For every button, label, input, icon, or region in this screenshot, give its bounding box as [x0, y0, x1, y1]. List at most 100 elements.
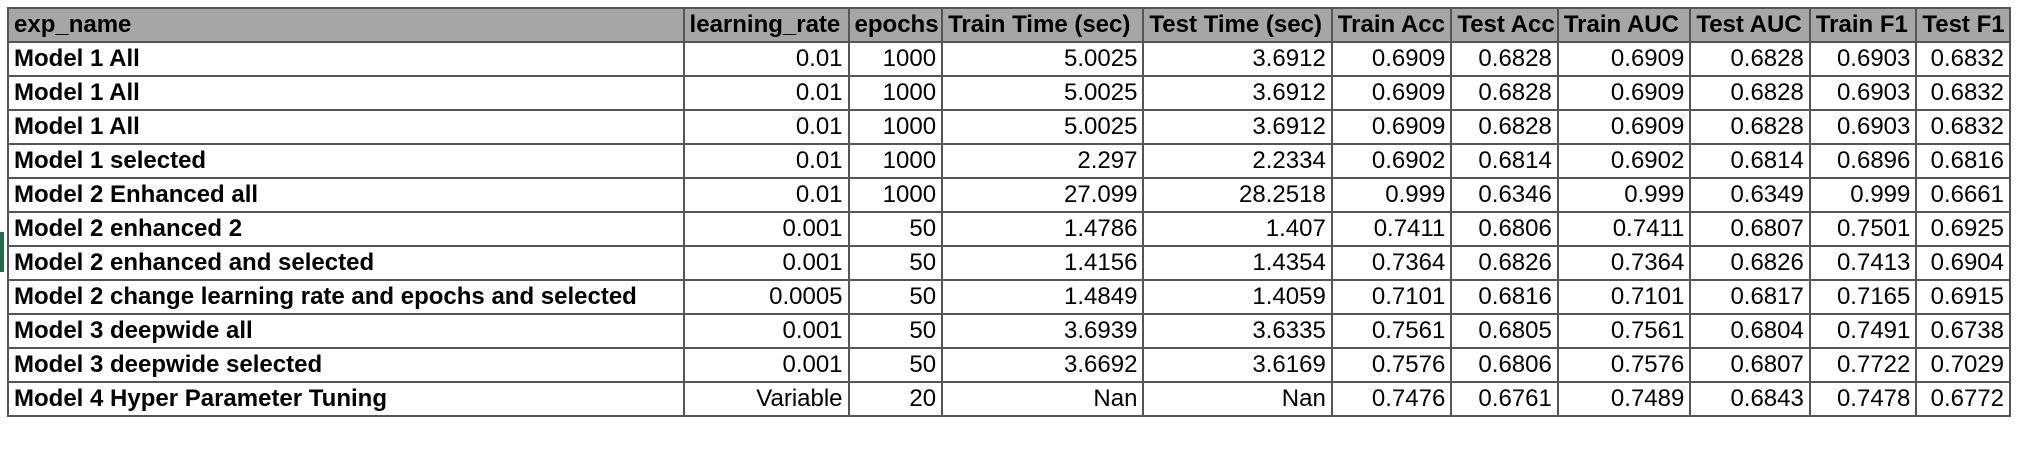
cell-train-auc[interactable]: 0.6909 [1556, 75, 1692, 111]
cell-train-f1[interactable]: 0.7501 [1808, 211, 1918, 247]
cell-test-auc[interactable]: 0.6814 [1689, 143, 1811, 179]
cell-train-f1[interactable]: 0.7165 [1808, 279, 1918, 315]
column-header-train-time[interactable]: Train Time (sec) [941, 7, 1145, 43]
cell-learning-rate[interactable]: 0.001 [682, 313, 850, 349]
cell-test-time[interactable]: Nan [1142, 381, 1333, 417]
cell-test-time[interactable]: 1.4059 [1142, 279, 1333, 315]
cell-train-acc[interactable]: 0.999 [1330, 177, 1453, 213]
cell-test-f1[interactable]: 0.6832 [1915, 41, 2011, 77]
cell-train-auc[interactable]: 0.7411 [1556, 211, 1692, 247]
cell-exp-name[interactable]: Model 1 All [7, 109, 685, 145]
cell-test-auc[interactable]: 0.6349 [1689, 177, 1811, 213]
cell-train-acc[interactable]: 0.6902 [1330, 143, 1453, 179]
column-header-train-acc[interactable]: Train Acc [1330, 7, 1453, 43]
cell-train-auc[interactable]: 0.999 [1556, 177, 1692, 213]
cell-train-time[interactable]: 1.4786 [941, 211, 1145, 247]
cell-exp-name[interactable]: Model 2 enhanced and selected [7, 245, 685, 281]
cell-train-time[interactable]: Nan [941, 381, 1145, 417]
cell-train-f1[interactable]: 0.7478 [1808, 381, 1918, 417]
cell-train-time[interactable]: 3.6939 [941, 313, 1145, 349]
cell-test-auc[interactable]: 0.6828 [1689, 41, 1811, 77]
cell-test-f1[interactable]: 0.6915 [1915, 279, 2011, 315]
cell-learning-rate[interactable]: 0.01 [682, 143, 850, 179]
cell-test-f1[interactable]: 0.6904 [1915, 245, 2011, 281]
cell-train-f1[interactable]: 0.6903 [1808, 75, 1918, 111]
cell-train-acc[interactable]: 0.7576 [1330, 347, 1453, 383]
cell-learning-rate[interactable]: 0.001 [682, 245, 850, 281]
cell-test-time[interactable]: 2.2334 [1142, 143, 1333, 179]
cell-train-auc[interactable]: 0.7561 [1556, 313, 1692, 349]
column-header-test-f1[interactable]: Test F1 [1915, 7, 2011, 43]
cell-test-acc[interactable]: 0.6346 [1450, 177, 1559, 213]
column-header-test-acc[interactable]: Test Acc [1450, 7, 1559, 43]
cell-train-time[interactable]: 5.0025 [941, 75, 1145, 111]
cell-train-auc[interactable]: 0.6909 [1556, 41, 1692, 77]
cell-test-f1[interactable]: 0.6925 [1915, 211, 2011, 247]
cell-test-auc[interactable]: 0.6843 [1689, 381, 1811, 417]
cell-train-acc[interactable]: 0.7101 [1330, 279, 1453, 315]
cell-train-time[interactable]: 1.4849 [941, 279, 1145, 315]
cell-exp-name[interactable]: Model 4 Hyper Parameter Tuning [7, 381, 685, 417]
cell-train-time[interactable]: 2.297 [941, 143, 1145, 179]
cell-train-acc[interactable]: 0.6909 [1330, 41, 1453, 77]
cell-test-auc[interactable]: 0.6828 [1689, 109, 1811, 145]
cell-test-acc[interactable]: 0.6828 [1450, 41, 1559, 77]
cell-learning-rate[interactable]: 0.0005 [682, 279, 850, 315]
cell-test-acc[interactable]: 0.6805 [1450, 313, 1559, 349]
cell-test-f1[interactable]: 0.6816 [1915, 143, 2011, 179]
cell-exp-name[interactable]: Model 1 selected [7, 143, 685, 179]
cell-learning-rate[interactable]: Variable [682, 381, 850, 417]
cell-epochs[interactable]: 50 [847, 313, 944, 349]
cell-exp-name[interactable]: Model 3 deepwide all [7, 313, 685, 349]
cell-train-f1[interactable]: 0.6903 [1808, 109, 1918, 145]
cell-exp-name[interactable]: Model 1 All [7, 41, 685, 77]
cell-epochs[interactable]: 1000 [847, 109, 944, 145]
cell-epochs[interactable]: 1000 [847, 75, 944, 111]
cell-exp-name[interactable]: Model 3 deepwide selected [7, 347, 685, 383]
cell-test-acc[interactable]: 0.6814 [1450, 143, 1559, 179]
cell-train-auc[interactable]: 0.7576 [1556, 347, 1692, 383]
cell-exp-name[interactable]: Model 2 Enhanced all [7, 177, 685, 213]
cell-test-acc[interactable]: 0.6816 [1450, 279, 1559, 315]
cell-train-acc[interactable]: 0.7561 [1330, 313, 1453, 349]
cell-test-acc[interactable]: 0.6828 [1450, 109, 1559, 145]
cell-train-time[interactable]: 3.6692 [941, 347, 1145, 383]
cell-train-acc[interactable]: 0.7364 [1330, 245, 1453, 281]
cell-exp-name[interactable]: Model 2 enhanced 2 [7, 211, 685, 247]
cell-test-acc[interactable]: 0.6806 [1450, 211, 1559, 247]
cell-test-acc[interactable]: 0.6761 [1450, 381, 1559, 417]
cell-test-time[interactable]: 1.4354 [1142, 245, 1333, 281]
column-header-test-time[interactable]: Test Time (sec) [1142, 7, 1333, 43]
cell-exp-name[interactable]: Model 1 All [7, 75, 685, 111]
cell-learning-rate[interactable]: 0.01 [682, 177, 850, 213]
cell-test-time[interactable]: 3.6169 [1142, 347, 1333, 383]
cell-epochs[interactable]: 1000 [847, 177, 944, 213]
cell-epochs[interactable]: 50 [847, 245, 944, 281]
cell-train-f1[interactable]: 0.7491 [1808, 313, 1918, 349]
cell-epochs[interactable]: 50 [847, 279, 944, 315]
cell-train-acc[interactable]: 0.6909 [1330, 109, 1453, 145]
cell-test-f1[interactable]: 0.6832 [1915, 109, 2011, 145]
cell-test-time[interactable]: 3.6912 [1142, 41, 1333, 77]
cell-train-f1[interactable]: 0.7722 [1808, 347, 1918, 383]
cell-train-auc[interactable]: 0.6902 [1556, 143, 1692, 179]
cell-test-auc[interactable]: 0.6804 [1689, 313, 1811, 349]
cell-test-auc[interactable]: 0.6826 [1689, 245, 1811, 281]
cell-train-time[interactable]: 5.0025 [941, 109, 1145, 145]
column-header-train-auc[interactable]: Train AUC [1556, 7, 1692, 43]
cell-learning-rate[interactable]: 0.01 [682, 75, 850, 111]
cell-test-time[interactable]: 3.6912 [1142, 75, 1333, 111]
cell-epochs[interactable]: 50 [847, 347, 944, 383]
cell-train-f1[interactable]: 0.6896 [1808, 143, 1918, 179]
cell-epochs[interactable]: 50 [847, 211, 944, 247]
cell-train-acc[interactable]: 0.6909 [1330, 75, 1453, 111]
cell-epochs[interactable]: 1000 [847, 41, 944, 77]
cell-learning-rate[interactable]: 0.01 [682, 41, 850, 77]
cell-test-acc[interactable]: 0.6826 [1450, 245, 1559, 281]
cell-epochs[interactable]: 1000 [847, 143, 944, 179]
column-header-learning-rate[interactable]: learning_rate [682, 7, 850, 43]
cell-test-auc[interactable]: 0.6828 [1689, 75, 1811, 111]
cell-train-auc[interactable]: 0.7364 [1556, 245, 1692, 281]
column-header-epochs[interactable]: epochs [847, 7, 944, 43]
cell-train-time[interactable]: 27.099 [941, 177, 1145, 213]
